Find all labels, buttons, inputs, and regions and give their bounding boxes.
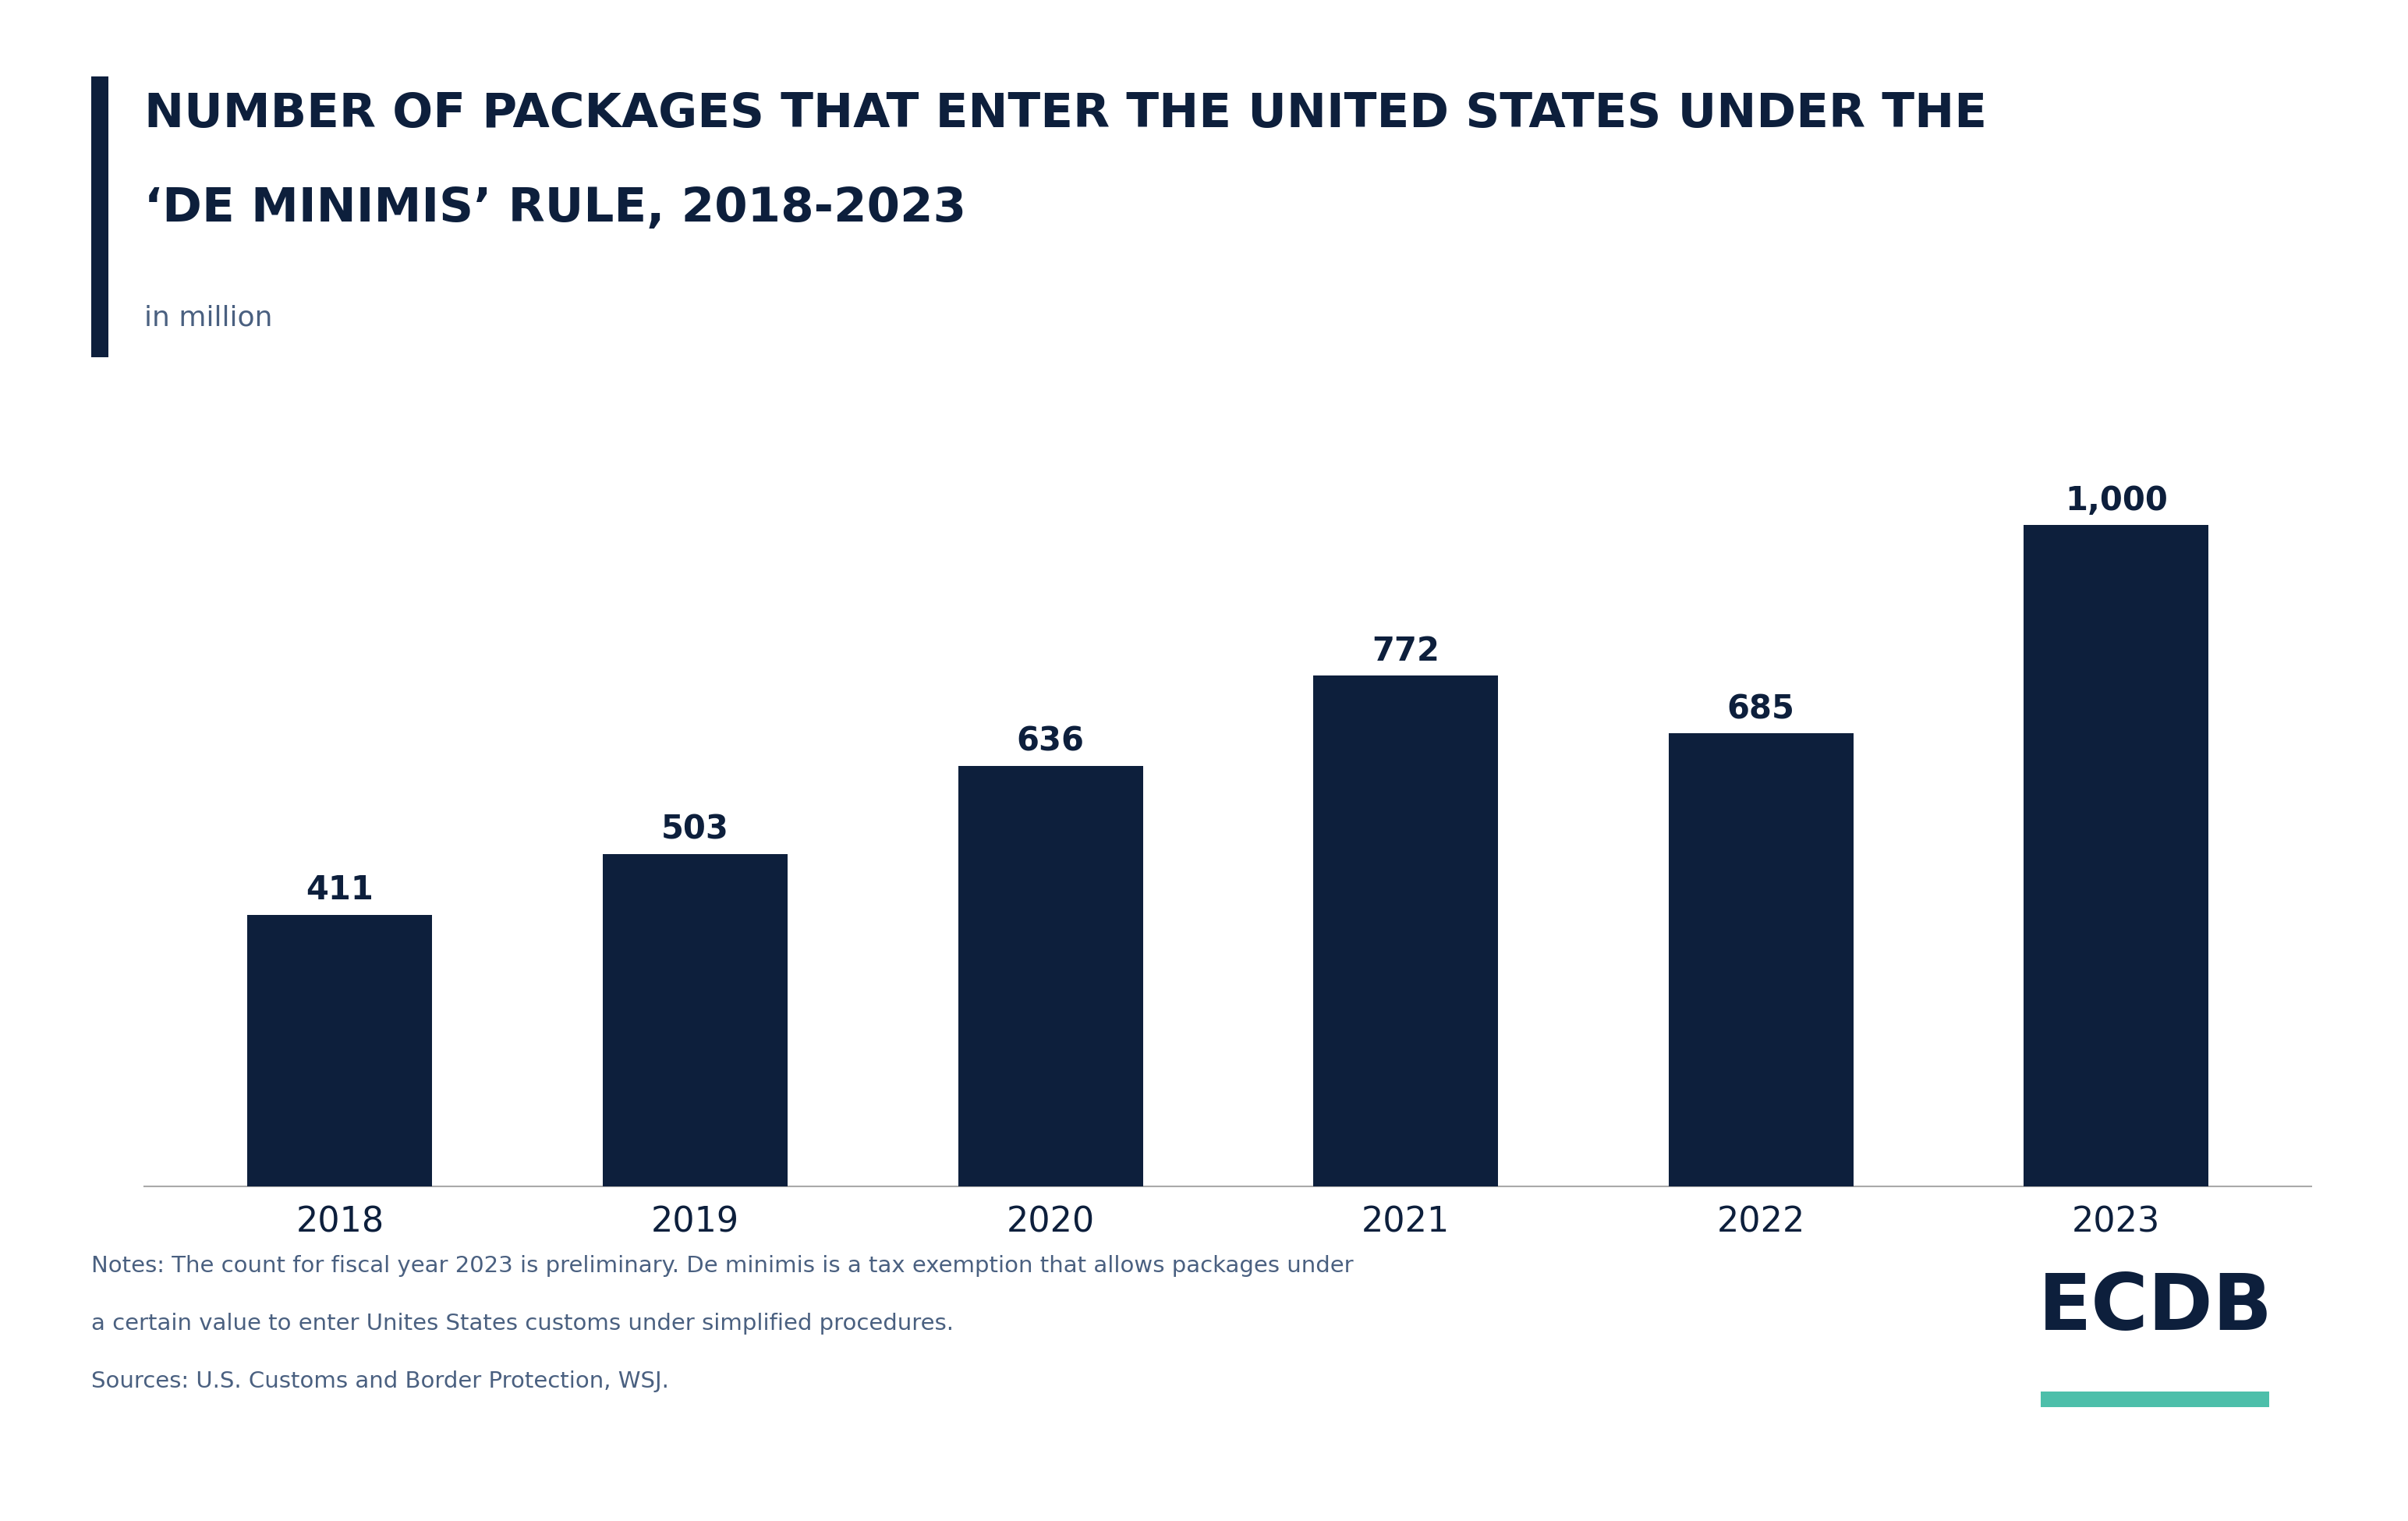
Text: ECDB: ECDB (2037, 1270, 2273, 1346)
Text: 636: 636 (1016, 726, 1084, 757)
Text: 772: 772 (1373, 636, 1440, 668)
Text: Notes: The count for fiscal year 2023 is preliminary. De minimis is a tax exempt: Notes: The count for fiscal year 2023 is… (92, 1255, 1353, 1276)
Text: ‘DE MINIMIS’ RULE, 2018-2023: ‘DE MINIMIS’ RULE, 2018-2023 (144, 186, 966, 231)
Text: 503: 503 (662, 814, 730, 846)
Text: in million: in million (144, 304, 272, 330)
Text: Sources: U.S. Customs and Border Protection, WSJ.: Sources: U.S. Customs and Border Protect… (92, 1370, 669, 1392)
Bar (2023, 525, 2208, 1186)
Text: 411: 411 (306, 875, 373, 907)
Text: 1,000: 1,000 (2064, 484, 2167, 517)
Text: 685: 685 (1727, 692, 1794, 726)
Bar (248, 914, 433, 1186)
Bar (958, 765, 1144, 1186)
Bar (1312, 675, 1498, 1186)
Bar (602, 853, 787, 1186)
Bar (1669, 733, 1854, 1186)
Text: NUMBER OF PACKAGES THAT ENTER THE UNITED STATES UNDER THE: NUMBER OF PACKAGES THAT ENTER THE UNITED… (144, 91, 1987, 137)
Text: a certain value to enter Unites States customs under simplified procedures.: a certain value to enter Unites States c… (92, 1313, 954, 1334)
